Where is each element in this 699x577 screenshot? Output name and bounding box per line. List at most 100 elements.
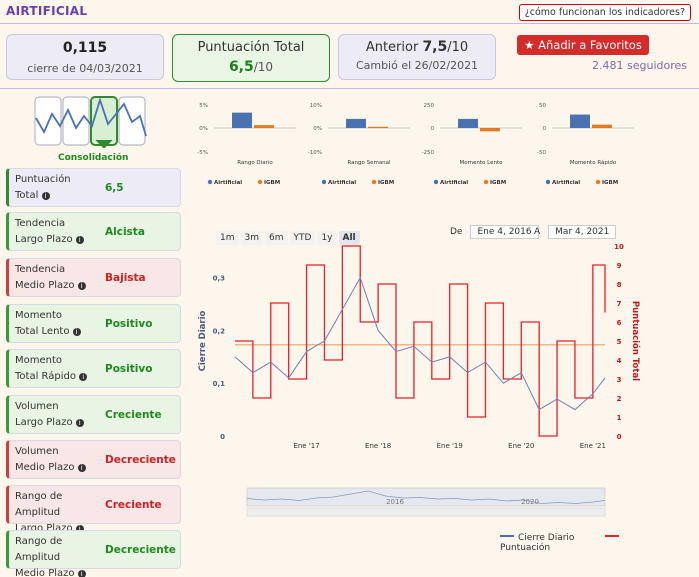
info-icon[interactable]: i	[77, 282, 86, 290]
indicator-value: Bajista	[105, 272, 146, 284]
legend-dot-igbm	[483, 179, 489, 185]
legend-dot-igbm	[595, 179, 601, 185]
legend-dot-igbm	[257, 179, 263, 185]
y2-tick-label: 7	[617, 300, 622, 308]
info-icon[interactable]: i	[75, 525, 84, 533]
indicator-name: Tendencia Medio Plazo i	[15, 262, 99, 294]
main-price-score-chart[interactable]: 0 0,1 0,2 0,3 0 1 2 3 4 5 6 7 8 9 10 Cierre Diario Puntu…	[195, 242, 645, 522]
total-score-card: Puntuación Total 6,5/10	[172, 34, 330, 82]
total-score-value: 6,5/10	[228, 59, 274, 75]
plot-area	[235, 246, 605, 436]
navigator-series	[246, 490, 606, 504]
info-icon[interactable]: i	[75, 419, 84, 427]
y-tick-label: -50	[537, 150, 546, 156]
date-from-input[interactable]: Ene 4, 2016	[470, 225, 539, 239]
legend-airtificial: Airtificial	[328, 180, 356, 186]
close-date: cierre de 04/03/2021	[27, 62, 143, 75]
add-favorites-button[interactable]: ★ Añadir a Favoritos	[517, 35, 649, 55]
info-icon[interactable]: i	[79, 373, 88, 381]
company-title: AIRTIFICIAL	[6, 4, 88, 18]
consolidation-label: Consolidación	[58, 153, 129, 163]
y-tick-label: -250	[422, 150, 435, 156]
legend-dot-airtificial	[207, 179, 213, 185]
mini-chart-rango-semanal: 10% 0% -10% Rango Semanal Airtificial IGBM	[308, 103, 410, 186]
indicator-card[interactable]: Tendencia Largo Plazo i Alcista	[6, 212, 181, 251]
star-icon: ★	[524, 38, 535, 52]
legend-dot-igbm	[371, 179, 377, 185]
indicators-help-link[interactable]: ¿cómo funcionan los indicadores?	[518, 4, 691, 21]
indicator-value: Positivo	[105, 363, 153, 375]
timeframe-button[interactable]: 6m	[265, 231, 288, 245]
divider	[0, 88, 699, 89]
legend-airtificial: Airtificial	[440, 180, 468, 186]
indicator-card[interactable]: Rango de Amplitud Largo Plazo i Creciente	[6, 485, 181, 534]
indicator-value: Decreciente	[105, 544, 176, 556]
y2-tick-label: 5	[617, 338, 622, 346]
followers-count: 2.481 seguidores	[592, 59, 687, 72]
indicator-value: Alcista	[105, 226, 145, 238]
legend-igbm: IGBM	[264, 180, 280, 186]
legend-igbm: IGBM	[378, 180, 394, 186]
indicator-value: Decreciente	[105, 454, 176, 466]
mini-chart-rango-diario: 5% 0% -5% Rango Diario Airtificial IGBM	[197, 103, 296, 186]
y-tick-label: 0,1	[213, 380, 226, 388]
legend-igbm: IGBM	[602, 180, 618, 186]
x-axis-label: Rango Semanal	[347, 160, 391, 166]
series-cierre-diario	[234, 276, 606, 411]
y2-tick-label: 0	[617, 433, 622, 441]
navigator-scrollbar	[246, 507, 606, 517]
indicator-value: Creciente	[105, 409, 162, 421]
date-from: De Ene 4, 2016	[450, 225, 539, 239]
info-icon[interactable]: i	[41, 192, 50, 200]
mini-chart-momento-lento: 250 0 -250 Momento Lento Airtificial IGBM	[422, 103, 522, 186]
info-icon[interactable]: i	[77, 464, 86, 472]
y2-tick-label: 1	[617, 414, 622, 422]
info-icon[interactable]: i	[77, 570, 86, 577]
indicator-name: Rango de Amplitud Largo Plazo i	[15, 489, 99, 537]
indicator-name: Volumen Largo Plazo i	[15, 399, 99, 431]
indicator-name: Puntuación Total i	[15, 174, 71, 201]
x-tick-label: Ene '20	[508, 442, 534, 450]
x-axis-label: Momento Lento	[460, 160, 504, 166]
timeframe-button[interactable]: 1y	[317, 231, 337, 245]
navigator-year: 2016	[386, 498, 404, 506]
legend-score[interactable]: Puntuación	[500, 533, 623, 553]
indicator-card[interactable]: Momento Total Lento i Positivo	[6, 304, 181, 343]
x-tick-label: Ene '18	[365, 442, 391, 450]
legend-dot-airtificial	[321, 179, 327, 185]
x-tick-label: Ene '17	[293, 442, 319, 450]
indicator-card[interactable]: Rango de Amplitud Medio Plazo i Decrecient…	[6, 530, 181, 577]
info-icon[interactable]: i	[72, 328, 81, 336]
indicator-value: Positivo	[105, 318, 153, 330]
indicator-card[interactable]: Momento Total Rápido i Positivo	[6, 349, 181, 388]
date-to-input[interactable]: Mar 4, 2021	[548, 225, 617, 239]
timeframe-button[interactable]: 1m	[216, 231, 239, 245]
indicator-name: Rango de Amplitud Medio Plazo i	[15, 534, 99, 577]
y-tick-label: 0,2	[213, 327, 226, 335]
y2-tick-label: 10	[614, 243, 624, 251]
legend-close[interactable]: Cierre Diario	[500, 533, 588, 543]
y2-tick-label: 3	[617, 376, 622, 384]
indicator-card[interactable]: Volumen Largo Plazo i Creciente	[6, 395, 181, 434]
timeframe-button[interactable]: YTD	[289, 231, 316, 245]
legend-airtificial: Airtificial	[552, 180, 580, 186]
bar-igbm	[592, 124, 612, 128]
header-bar: AIRTIFICIAL ¿cómo funcionan los indicado…	[0, 0, 699, 24]
indicator-card[interactable]: Volumen Medio Plazo i Decreciente	[6, 440, 181, 479]
indicator-card[interactable]: Tendencia Medio Plazo i Bajista	[6, 258, 181, 297]
timeframe-button[interactable]: All	[338, 231, 360, 245]
info-icon[interactable]: i	[75, 236, 84, 244]
mini-chart-momento-rapido: 50 0 -50 Momento Rápido Airtificial IGBM	[537, 103, 634, 186]
y2-tick-label: 9	[617, 262, 622, 270]
y-tick-label: -10%	[308, 150, 322, 156]
timeframe-button[interactable]: 3m	[240, 231, 263, 245]
total-score-label: Puntuación Total	[197, 40, 305, 55]
consolidation-icon	[34, 96, 147, 148]
date-to: A Mar 4, 2021	[534, 225, 617, 239]
bar-igbm	[368, 126, 388, 128]
y-tick-label: 250	[424, 103, 435, 109]
price-card: 0,115 cierre de 04/03/2021	[6, 34, 164, 80]
y-tick-label: 0,3	[213, 275, 226, 283]
indicator-card[interactable]: Puntuación Total i 6,5	[6, 168, 181, 207]
timeframe-selector: 1m 3m 6m YTD 1y All	[216, 225, 362, 245]
